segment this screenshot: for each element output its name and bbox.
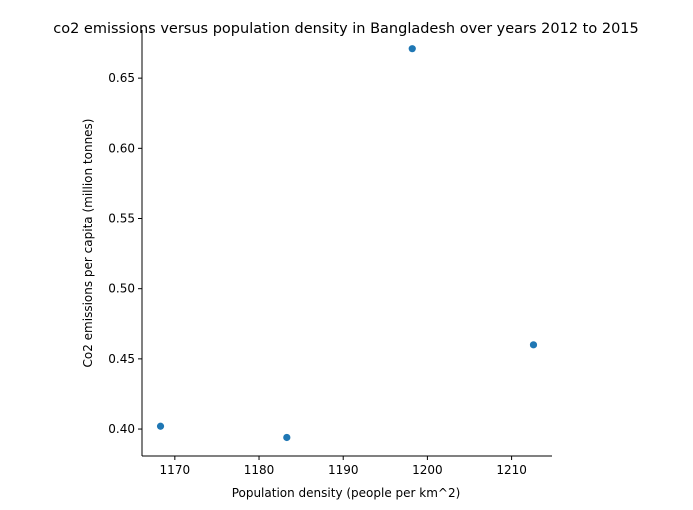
data-point xyxy=(156,422,165,430)
x-axis-label: Population density (people per km^2) xyxy=(232,486,461,500)
chart-title: co2 emissions versus population density … xyxy=(53,21,639,37)
y-tick-label: 0.45 xyxy=(108,352,135,366)
x-tick-label: 1180 xyxy=(244,463,275,477)
x-tick-label: 1210 xyxy=(496,463,527,477)
y-tick-label: 0.50 xyxy=(108,282,135,296)
data-points xyxy=(156,45,538,442)
y-tick-label: 0.40 xyxy=(108,422,135,436)
data-point xyxy=(529,341,538,349)
axis-ticks: 1170 1180 1190 1200 1210 0.40 0.45 0.50 0.55 0.60… xyxy=(108,71,527,477)
data-point xyxy=(283,433,291,442)
x-tick-label: 1170 xyxy=(160,463,191,477)
data-point xyxy=(408,45,416,53)
y-tick-label: 0.55 xyxy=(108,212,135,226)
y-tick-label: 0.60 xyxy=(108,141,135,155)
x-tick-label: 1200 xyxy=(412,463,443,477)
y-tick-label: 0.65 xyxy=(108,71,135,85)
y-axis-label: Co2 emissions per capita (million tonnes… xyxy=(81,119,95,368)
x-tick-label: 1190 xyxy=(328,463,359,477)
